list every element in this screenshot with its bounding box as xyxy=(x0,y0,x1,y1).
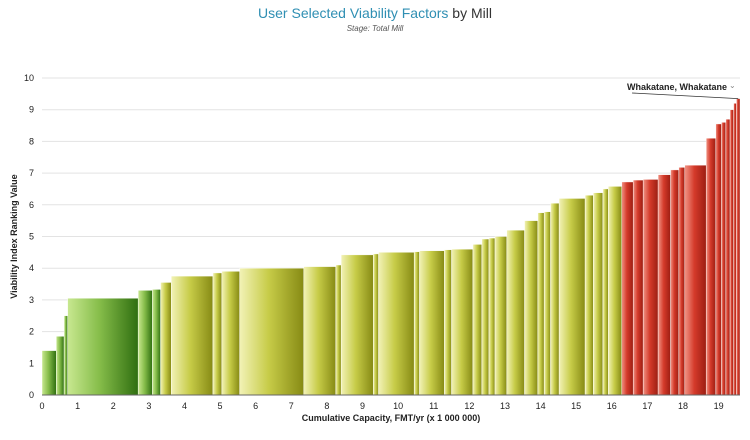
y-tick-label: 3 xyxy=(29,295,34,305)
bar-48[interactable] xyxy=(736,98,741,396)
y-tick-label: 10 xyxy=(24,73,34,83)
x-tick-label: 7 xyxy=(289,401,294,411)
x-tick-label: 13 xyxy=(500,401,510,411)
bar-47[interactable] xyxy=(733,103,737,396)
y-tick-label: 9 xyxy=(29,105,34,115)
bar-29[interactable] xyxy=(550,203,560,396)
x-tick-label: 1 xyxy=(75,401,80,411)
chevron-down-icon[interactable]: ⌄ xyxy=(729,81,736,90)
y-tick-label: 8 xyxy=(29,136,34,146)
bar-20[interactable] xyxy=(451,248,474,396)
annotation-label: Whakatane, Whakatane xyxy=(627,82,727,92)
x-tick-label: 16 xyxy=(607,401,617,411)
x-axis-title: Cumulative Capacity, FMT/yr (x 1 000 000… xyxy=(302,413,480,423)
bar-45[interactable] xyxy=(725,119,731,396)
bar-34[interactable] xyxy=(608,186,622,396)
bar-35[interactable] xyxy=(621,181,634,396)
bar-3[interactable] xyxy=(63,315,68,396)
bar-15[interactable] xyxy=(372,253,379,396)
bar-12[interactable] xyxy=(303,266,337,396)
x-tick-label: 9 xyxy=(360,401,365,411)
x-tick-labels: 0 1 2 3 4 5 6 7 8 9 10 11 12 13 14 15 16 17 18 19 xyxy=(39,401,723,411)
bar-42[interactable] xyxy=(705,138,716,396)
x-tick-label: 17 xyxy=(642,401,652,411)
x-tick-label: 8 xyxy=(324,401,329,411)
y-tick-label: 6 xyxy=(29,200,34,210)
bar-38[interactable] xyxy=(657,174,671,396)
bar-18[interactable] xyxy=(419,250,445,396)
bar-27[interactable] xyxy=(537,212,545,396)
bar-25[interactable] xyxy=(506,229,525,396)
x-tick-label: 0 xyxy=(39,401,44,411)
bar-24[interactable] xyxy=(494,236,507,396)
bar-14[interactable] xyxy=(340,254,374,396)
chart-title-suffix: by Mill xyxy=(448,5,492,21)
y-tick-label: 0 xyxy=(29,390,34,400)
chart-subtitle: Stage: Total Mill xyxy=(346,24,404,33)
bar-4[interactable] xyxy=(67,298,139,396)
bar-32[interactable] xyxy=(593,192,604,396)
bar-41[interactable] xyxy=(684,164,707,396)
chart-title-link[interactable]: User Selected Viability Factors xyxy=(258,5,449,21)
y-tick-labels: 0 1 2 3 4 5 6 7 8 9 10 xyxy=(24,73,34,400)
y-tick-label: 4 xyxy=(29,263,34,273)
bar-22[interactable] xyxy=(481,238,490,396)
bar-10[interactable] xyxy=(221,271,240,396)
x-tick-label: 14 xyxy=(536,401,546,411)
bar-33[interactable] xyxy=(602,188,609,396)
x-tick-label: 12 xyxy=(464,401,474,411)
x-tick-label: 19 xyxy=(714,401,724,411)
bar-16[interactable] xyxy=(378,252,415,396)
bar-30[interactable] xyxy=(558,198,586,396)
y-tick-label: 7 xyxy=(29,168,34,178)
y-tick-label: 1 xyxy=(29,358,34,368)
bar-44[interactable] xyxy=(721,122,726,396)
bar-19[interactable] xyxy=(444,249,452,396)
x-tick-label: 6 xyxy=(253,401,258,411)
bar-1[interactable] xyxy=(41,350,57,396)
bar-11[interactable] xyxy=(239,268,304,396)
bar-28[interactable] xyxy=(543,211,551,396)
y-axis-title: Viability Index Ranking Value xyxy=(9,174,19,298)
bar-7[interactable] xyxy=(160,282,172,396)
bar-46[interactable] xyxy=(729,109,734,396)
bar-6[interactable] xyxy=(152,289,161,396)
bar-26[interactable] xyxy=(524,220,538,396)
bar-23[interactable] xyxy=(488,237,496,396)
annotation-leader-line xyxy=(631,92,739,100)
x-tick-label: 4 xyxy=(182,401,187,411)
bars-group xyxy=(41,98,741,396)
bar-37[interactable] xyxy=(642,179,659,396)
x-tick-label: 11 xyxy=(429,401,438,411)
mill-annotation[interactable]: Whakatane, Whakatane ⌄ xyxy=(627,81,739,100)
x-tick-label: 5 xyxy=(218,401,223,411)
y-tick-label: 5 xyxy=(29,232,34,242)
bar-9[interactable] xyxy=(212,272,223,396)
x-tick-label: 18 xyxy=(678,401,688,411)
x-tick-label: 15 xyxy=(571,401,581,411)
bar-5[interactable] xyxy=(137,290,153,396)
bar-43[interactable] xyxy=(715,123,722,396)
bar-36[interactable] xyxy=(632,179,644,396)
bar-21[interactable] xyxy=(472,244,483,396)
chart-title: User Selected Viability Factors by Mill xyxy=(0,5,750,23)
bar-13[interactable] xyxy=(335,264,342,396)
x-tick-label: 3 xyxy=(146,401,151,411)
y-tick-label: 2 xyxy=(29,327,34,337)
bar-31[interactable] xyxy=(584,195,594,396)
bar-17[interactable] xyxy=(413,251,420,396)
x-tick-label: 2 xyxy=(111,401,116,411)
bar-40[interactable] xyxy=(678,167,686,396)
bar-2[interactable] xyxy=(56,336,65,396)
bar-39[interactable] xyxy=(670,169,679,396)
bar-8[interactable] xyxy=(171,275,214,396)
x-tick-label: 10 xyxy=(393,401,403,411)
